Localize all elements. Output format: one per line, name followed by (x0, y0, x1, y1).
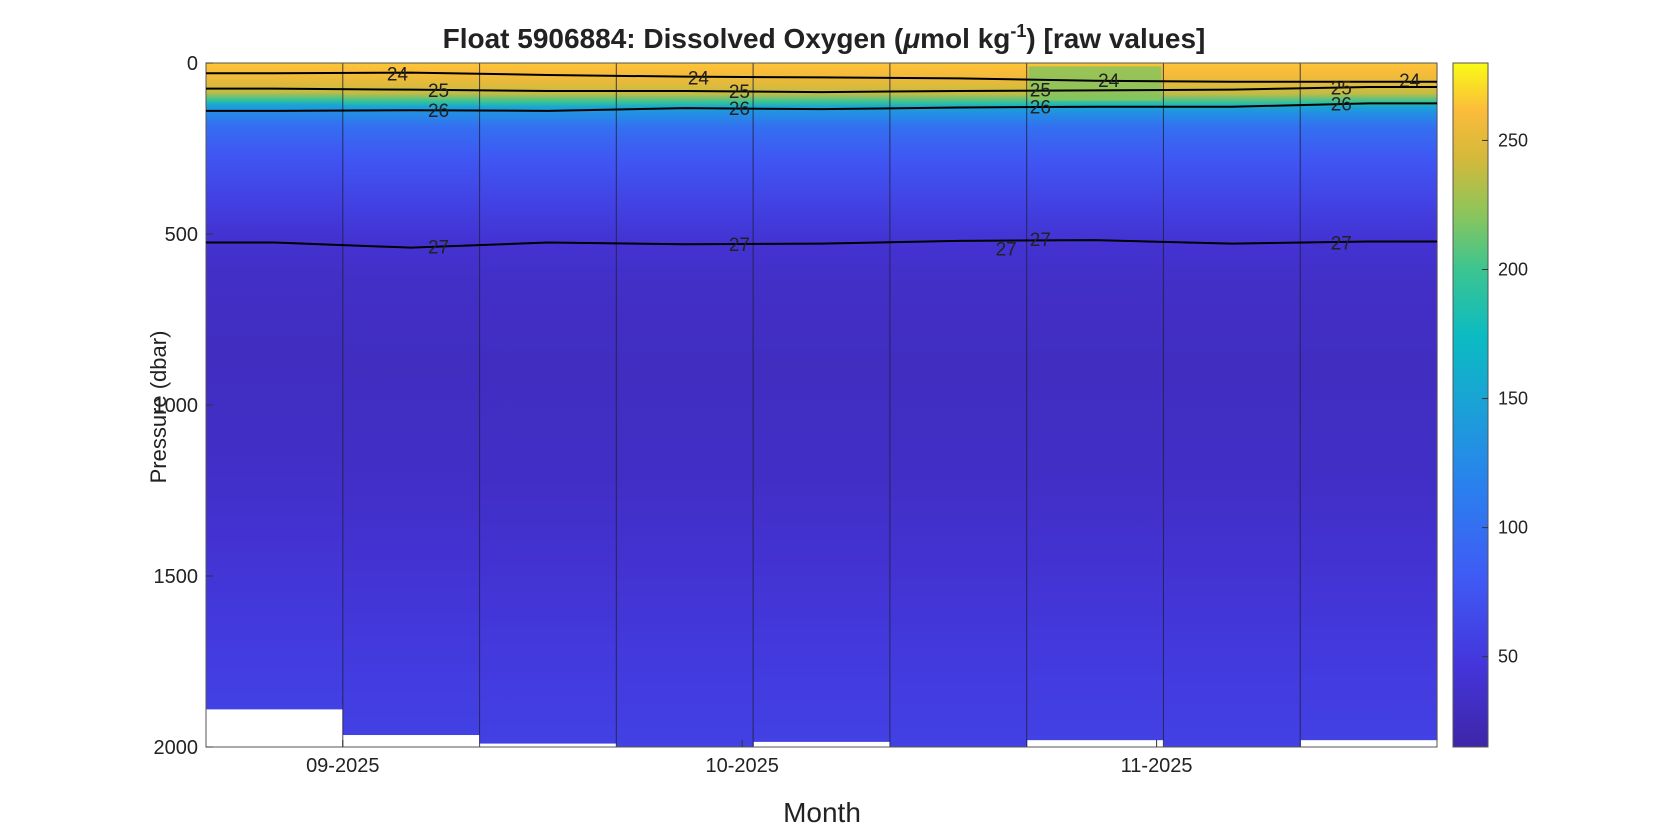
y-tick-label: 500 (165, 224, 198, 246)
chart-title-unit: mol kg (920, 23, 1010, 54)
contour-label: 26 (1331, 95, 1352, 116)
profile-column (889, 63, 1028, 747)
plot-area (205, 62, 1438, 748)
contour-label: 25 (1331, 79, 1352, 100)
contour-label: 25 (428, 81, 449, 102)
y-tick-label: 2000 (154, 737, 199, 759)
y-tick-label: 1000 (154, 395, 199, 417)
profile-column (1163, 63, 1301, 747)
colorbar-tick-label: 200 (1498, 259, 1528, 279)
contour-label: 27 (428, 238, 449, 259)
profile-column (206, 63, 344, 710)
profile-column (1026, 63, 1165, 741)
profile-column (479, 63, 617, 744)
y-tick-label: 0 (187, 53, 198, 75)
contour-label: 24 (1399, 71, 1421, 92)
y-axis-label: Pressure (dbar) (146, 331, 171, 484)
green-band (1028, 66, 1162, 101)
x-axis-label: Month (783, 797, 861, 828)
colorbar-scale (1452, 62, 1489, 748)
chart-title-mu: μ (902, 23, 920, 54)
contour-label: 27 (1331, 234, 1352, 255)
y-axis: 0 500 1000 1500 2000 (154, 53, 213, 759)
profile-column (753, 63, 891, 742)
x-tick-label: 09-2025 (306, 755, 379, 777)
colorbar-tick-label: 100 (1498, 518, 1528, 538)
colorbar: 50 100 150 200 250 (1452, 62, 1528, 748)
y-tick-label: 1500 (154, 566, 199, 588)
profile-column (1300, 63, 1438, 741)
chart-title-prefix: Float 5906884: Dissolved Oxygen ( (443, 23, 904, 54)
x-tick-label: 10-2025 (705, 755, 778, 777)
x-axis: 09-2025 10-2025 11-2025 (306, 740, 1193, 777)
contour-label: 26 (428, 101, 449, 122)
contour-label: 24 (1098, 71, 1120, 92)
contour-label: 26 (1030, 97, 1051, 118)
chart-title: Float 5906884: Dissolved Oxygen (μmol kg… (443, 21, 1206, 54)
contour-label: 27 (1030, 230, 1051, 251)
contour-label: 24 (387, 64, 409, 85)
contour-line-27 (206, 239, 1437, 249)
contour-label: 24 (688, 68, 710, 89)
colorbar-tick-label: 50 (1498, 647, 1518, 667)
contour-label: 27 (996, 239, 1017, 260)
chart-title-suffix: ) [raw values] (1026, 23, 1205, 54)
contour-label: 25 (729, 82, 750, 103)
chart-title-exponent: -1 (1010, 21, 1026, 41)
profile-column (342, 63, 481, 736)
profile-column (616, 63, 754, 747)
x-tick-label: 11-2025 (1121, 755, 1193, 777)
contour-label: 27 (729, 235, 750, 256)
colorbar-tick-label: 250 (1498, 130, 1528, 150)
contour-line-26 (206, 102, 1437, 112)
contour-label: 26 (729, 99, 750, 120)
contour-line-24 (206, 71, 1437, 83)
contour-line-25 (206, 85, 1437, 94)
colorbar-tick-label: 150 (1498, 389, 1528, 409)
contour-label: 25 (1030, 80, 1051, 101)
